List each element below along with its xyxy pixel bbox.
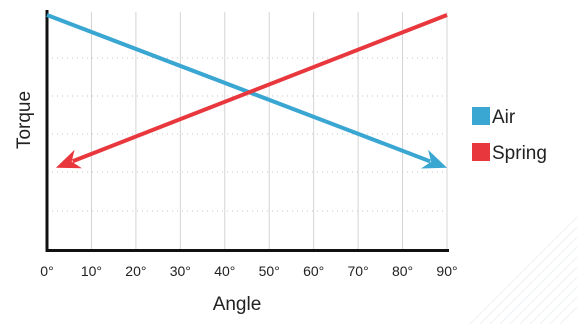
legend-label-spring: Spring <box>492 143 547 164</box>
x-tick-label: 30° <box>170 263 191 279</box>
series <box>46 13 448 169</box>
x-tick-label: 20° <box>125 263 146 279</box>
legend-swatch-air <box>472 107 490 125</box>
x-tick-label: 50° <box>259 263 280 279</box>
x-tick-label: 70° <box>348 263 369 279</box>
x-axis-title: Angle <box>213 294 262 315</box>
legend-item-air: Air <box>472 107 516 128</box>
x-tick-label: 60° <box>303 263 324 279</box>
series-arrowhead-air <box>421 149 447 169</box>
axes <box>45 10 449 252</box>
legend-swatch-spring <box>472 143 490 161</box>
x-tick-label: 90° <box>436 263 457 279</box>
legend: Air Spring <box>472 107 547 164</box>
series-line-spring <box>71 13 448 164</box>
series-line-air <box>46 13 431 164</box>
legend-item-spring: Spring <box>472 143 547 164</box>
legend-label-air: Air <box>492 107 516 128</box>
x-tick-labels: 0° 10° 20° 30° 40° 50° 60° 70° 80° 90° <box>40 263 457 279</box>
series-arrowhead-spring <box>55 149 82 169</box>
x-tick-label: 10° <box>81 263 102 279</box>
x-tick-label: 40° <box>214 263 235 279</box>
grid <box>47 12 448 250</box>
x-tick-label: 0° <box>40 263 53 279</box>
y-axis-title: Torque <box>14 91 35 149</box>
x-tick-label: 80° <box>392 263 413 279</box>
